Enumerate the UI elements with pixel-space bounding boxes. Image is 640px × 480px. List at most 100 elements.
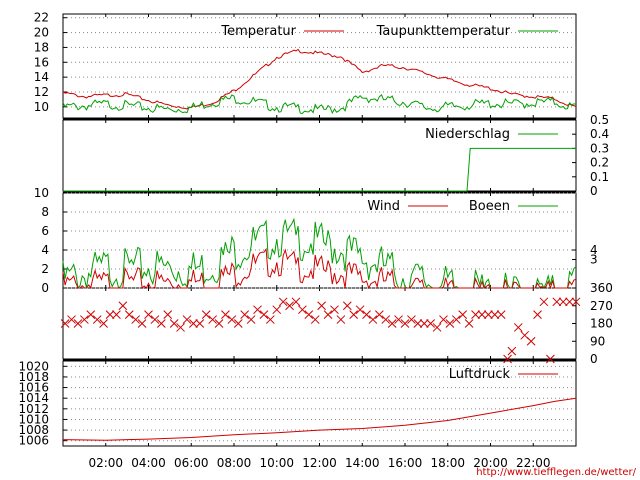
wind-direction-marker [381, 315, 391, 324]
y-tick-label: 22 [34, 11, 49, 25]
wind-direction-marker [99, 319, 108, 328]
y-tick-label-right: 0.1 [590, 170, 609, 184]
series-line-wind [62, 247, 577, 290]
wind-direction-marker [507, 346, 517, 356]
y-tick-label-right: 3 [590, 253, 598, 267]
y-tick-label: 6 [41, 224, 49, 238]
wind-direction-marker [291, 297, 301, 307]
wind-direction-marker [426, 319, 436, 328]
series-line-temperatur [62, 48, 577, 110]
wind-direction-marker [400, 319, 410, 328]
y-tick-label: 0 [41, 281, 49, 295]
wind-direction-marker [565, 297, 574, 307]
wind-direction-marker [144, 310, 153, 319]
wind-direction-marker [545, 354, 555, 364]
wind-direction-marker [298, 305, 307, 315]
y-tick-label: 1006 [18, 434, 49, 448]
wind-direction-marker [503, 354, 512, 364]
wind-direction-marker [451, 315, 461, 324]
y-tick-label: 8 [41, 205, 49, 219]
y-tick-label: 18 [34, 40, 49, 54]
wind-direction-marker [571, 297, 581, 307]
series-line-boeen [62, 217, 577, 290]
wind-direction-marker [86, 310, 96, 319]
y-tick-label-right: 0.3 [590, 141, 609, 155]
y-tick-label-right: 180 [590, 317, 613, 331]
wind-direction-marker [118, 301, 128, 311]
x-tick-label: 12:00 [302, 456, 337, 470]
y-tick-label: 1018 [18, 370, 49, 384]
wind-direction-marker [526, 336, 536, 346]
wind-direction-marker [496, 310, 506, 319]
y-tick-label-right: 360 [590, 281, 613, 295]
wind-direction-marker [163, 310, 173, 319]
wind-direction-marker [195, 319, 205, 328]
y-tick-label: 10 [34, 186, 49, 200]
wind-direction-marker [208, 315, 217, 324]
wind-direction-marker [439, 315, 448, 324]
y-tick-label: 1020 [18, 359, 49, 373]
x-tick-label: 06:00 [174, 456, 209, 470]
y-tick-label-right: 0 [590, 352, 598, 366]
wind-direction-marker [394, 315, 403, 324]
wind-direction-marker [432, 323, 442, 332]
wind-direction-marker [214, 319, 224, 328]
wind-direction-marker [490, 310, 500, 319]
wind-direction-marker [539, 297, 549, 307]
y-tick-label-right: 270 [590, 299, 613, 313]
wind-direction-marker [233, 319, 243, 328]
wind-direction-marker [310, 315, 320, 324]
y-tick-label-right: 4 [590, 243, 598, 257]
y-tick-label: 4 [41, 243, 49, 257]
panel-frame-wind_direction [62, 287, 577, 360]
wind-direction-marker [189, 319, 198, 328]
legend-label: Niederschlag [425, 127, 510, 142]
wind-direction-marker [349, 310, 359, 319]
wind-direction-marker [323, 310, 333, 319]
wind-direction-marker [105, 310, 115, 319]
wind-direction-marker [60, 319, 70, 328]
y-tick-label: 14 [34, 70, 49, 84]
wind-direction-marker [304, 310, 314, 319]
wind-direction-marker [533, 310, 542, 319]
wind-direction-marker [112, 310, 121, 319]
wind-direction-marker [336, 315, 346, 324]
wind-direction-marker [182, 315, 192, 324]
legend-label: Boeen [469, 199, 510, 214]
legend-label: Temperatur [220, 24, 296, 39]
y-tick-label: 1010 [18, 412, 49, 426]
wind-direction-marker [227, 315, 237, 324]
wind-direction-marker [477, 310, 487, 319]
wind-direction-marker [265, 315, 275, 324]
wind-direction-marker [285, 301, 294, 311]
legend-label: Taupunkttemperatur [376, 24, 511, 39]
y-tick-label-right: 0.5 [590, 113, 609, 127]
wind-direction-marker [253, 305, 262, 315]
x-tick-label: 22:00 [516, 456, 551, 470]
y-tick-label: 1016 [18, 381, 49, 395]
wind-direction-marker [362, 310, 371, 319]
y-tick-label: 16 [34, 55, 49, 69]
x-tick-label: 04:00 [131, 456, 166, 470]
wind-direction-marker [73, 319, 83, 328]
series-line-taupunkttemperatur [62, 93, 577, 115]
wind-direction-marker [413, 319, 423, 328]
wind-direction-marker [221, 310, 230, 319]
wind-direction-marker [317, 301, 326, 311]
x-tick-label: 02:00 [88, 456, 123, 470]
wind-direction-marker [156, 319, 166, 328]
y-tick-label: 10 [34, 100, 49, 114]
wind-direction-marker [458, 310, 468, 319]
wind-direction-marker [484, 310, 493, 319]
wind-direction-marker [552, 297, 562, 307]
wind-direction-marker [67, 315, 76, 324]
y-tick-label-right: 0.4 [590, 127, 609, 141]
wind-direction-marker [169, 319, 179, 328]
wind-direction-marker [513, 323, 523, 332]
x-tick-label: 14:00 [345, 456, 380, 470]
wind-direction-marker [259, 310, 269, 319]
credit-url[interactable]: http://www.tiefflegen.de/wetter/ [476, 467, 636, 478]
wind-direction-marker [80, 315, 89, 324]
wind-direction-marker [330, 305, 339, 315]
